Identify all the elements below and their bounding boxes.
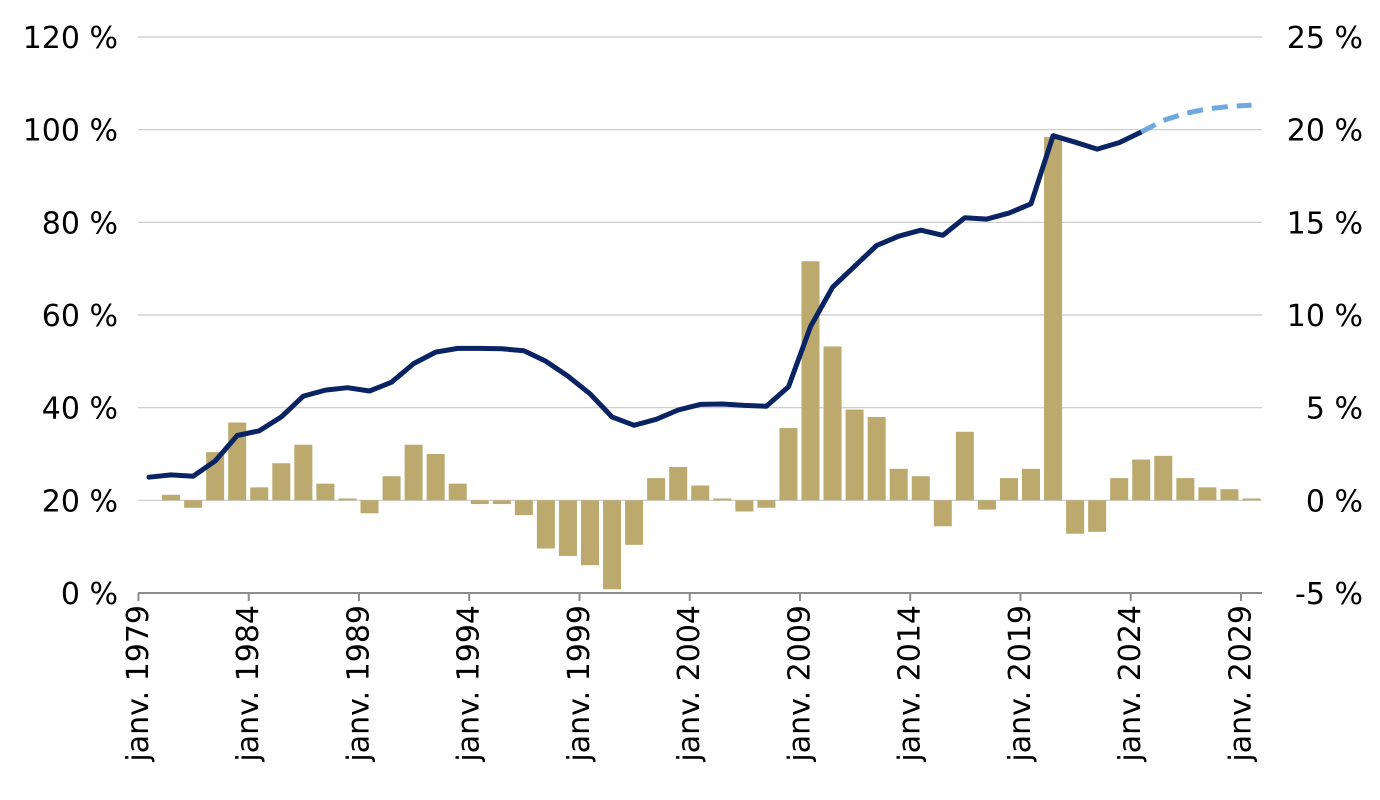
bar: [162, 494, 181, 501]
bar: [1154, 455, 1173, 501]
y-right-tick-label: 5 %: [1306, 392, 1363, 427]
bar: [691, 485, 710, 501]
y-right-tick-label: 10 %: [1287, 299, 1363, 334]
y-left-tick-label: 60 %: [42, 299, 118, 334]
bar: [404, 444, 423, 501]
y-right-tick-label: -5 %: [1295, 577, 1363, 612]
x-axis-tick-labels: janv. 1979 janv. 1984 janv. 1989 janv. 1994…: [121, 605, 1258, 763]
bar-series: [162, 137, 1261, 590]
axes: [137, 592, 1262, 601]
bar: [1022, 468, 1040, 501]
bar: [1198, 487, 1217, 501]
x-tick-label: janv. 1999: [562, 605, 597, 763]
y-left-tick-label: 20 %: [42, 484, 118, 519]
bar: [889, 468, 908, 501]
bar: [250, 487, 269, 501]
bar: [1088, 500, 1107, 532]
bar: [338, 498, 357, 501]
y-right-tick-label: 0 %: [1306, 484, 1363, 519]
y-left-tick-label: 120 %: [23, 21, 118, 56]
bar: [316, 483, 335, 501]
right-axis-tick-labels: -5 % 0 % 5 % 10 % 15 % 20 % 25 %: [1287, 21, 1363, 612]
bar: [536, 500, 555, 549]
bar: [713, 498, 732, 501]
y-right-tick-label: 20 %: [1287, 114, 1363, 149]
bar: [867, 416, 886, 501]
gridlines: [138, 36, 1262, 501]
x-tick-label: janv. 2029: [1223, 605, 1258, 763]
bar: [492, 500, 511, 505]
bar: [1176, 478, 1195, 501]
projection-line: [1140, 102, 1252, 135]
y-left-tick-label: 100 %: [23, 114, 118, 149]
y-left-tick-label: 0 %: [61, 577, 118, 612]
left-axis-tick-labels: 0 % 20 % 40 % 60 % 80 % 100 % 120 %: [23, 21, 118, 612]
line-series: [146, 102, 1252, 480]
bar: [558, 500, 577, 556]
y-left-tick-label: 40 %: [42, 392, 118, 427]
x-tick-label: janv. 1984: [231, 605, 266, 763]
bar: [933, 500, 952, 527]
y-left-tick-label: 80 %: [42, 206, 118, 241]
bar: [426, 454, 445, 501]
bar: [448, 483, 467, 501]
x-tick-label: janv. 1979: [121, 605, 156, 763]
y-right-tick-label: 25 %: [1287, 21, 1363, 56]
bar: [470, 500, 489, 505]
bar: [779, 428, 798, 501]
bar: [184, 500, 203, 508]
bar: [999, 478, 1018, 501]
bar: [1066, 500, 1085, 534]
series-line: [146, 129, 1144, 480]
bar: [603, 500, 622, 590]
bar: [581, 500, 599, 566]
bar: [1132, 459, 1151, 501]
bar: [823, 346, 842, 501]
bar: [757, 500, 776, 508]
bar: [911, 476, 930, 501]
x-tick-label: janv. 1994: [452, 605, 487, 763]
x-tick-label: janv. 2019: [1003, 605, 1038, 763]
bar: [669, 466, 688, 501]
bar: [1044, 137, 1063, 501]
x-tick-label: janv. 2009: [782, 605, 817, 763]
x-tick-label: janv. 2014: [893, 605, 928, 763]
bar: [845, 409, 864, 501]
bar: [977, 500, 996, 510]
bar: [382, 476, 401, 501]
x-tick-label: janv. 2024: [1113, 605, 1148, 763]
bar: [360, 500, 379, 514]
bar: [514, 500, 533, 516]
bar: [1242, 498, 1261, 501]
bar: [294, 444, 313, 501]
bar: [647, 478, 666, 501]
y-right-tick-label: 15 %: [1287, 206, 1363, 241]
bar: [735, 500, 754, 512]
bar: [1110, 478, 1129, 501]
bar: [625, 500, 644, 545]
x-tick-label: janv. 2004: [672, 605, 707, 763]
bar: [801, 261, 820, 501]
bar: [955, 431, 974, 501]
bar: [272, 463, 291, 501]
bar: [1220, 489, 1239, 501]
x-tick-label: janv. 1989: [341, 605, 376, 763]
